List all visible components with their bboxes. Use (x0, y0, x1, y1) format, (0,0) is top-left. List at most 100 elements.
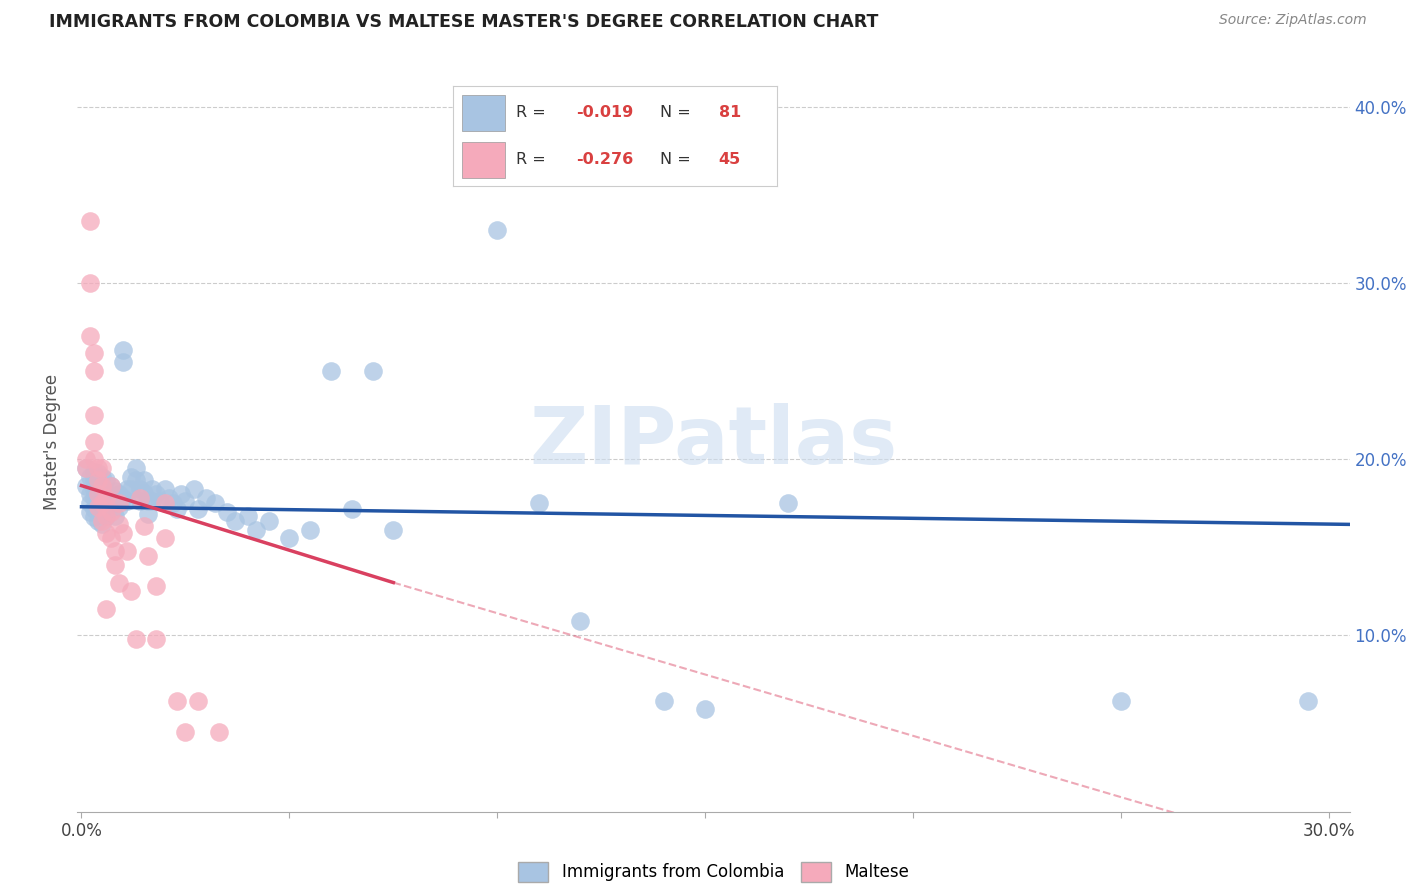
Point (115, 494, 138, 508)
Point (120, 584, 142, 599)
Point (91, 482, 114, 496)
Point (87, 501, 110, 516)
Point (153, 496, 176, 510)
Point (108, 575, 131, 590)
Point (100, 478, 122, 492)
Point (91, 505, 114, 519)
Point (100, 491, 122, 505)
Point (108, 500, 131, 514)
Point (112, 491, 135, 505)
Point (382, 523, 405, 537)
Point (115, 482, 138, 496)
Point (83, 510, 105, 524)
Point (96, 508, 118, 523)
Point (128, 482, 150, 496)
Point (141, 494, 163, 508)
Point (141, 482, 163, 496)
Point (569, 615, 592, 629)
Point (75, 478, 97, 492)
Point (91, 470, 114, 484)
Point (132, 519, 155, 533)
Point (108, 496, 131, 510)
Point (96, 491, 118, 505)
Point (778, 496, 800, 510)
Point (96, 485, 118, 500)
Point (1109, 694, 1132, 708)
Point (299, 523, 322, 537)
Point (91, 496, 114, 510)
Point (83, 346, 105, 360)
Point (128, 491, 150, 505)
Point (100, 478, 122, 492)
Text: ZIPatlas: ZIPatlas (530, 402, 897, 481)
Point (112, 526, 135, 541)
Point (79, 505, 101, 519)
Point (124, 473, 146, 487)
Point (96, 526, 118, 541)
Point (83, 364, 105, 378)
Point (91, 517, 114, 532)
Point (361, 364, 384, 378)
Point (91, 478, 114, 492)
Point (136, 494, 159, 508)
Point (124, 632, 146, 646)
Point (278, 532, 301, 546)
Point (104, 558, 127, 572)
Point (87, 473, 110, 487)
Point (115, 544, 138, 558)
Point (79, 276, 101, 290)
Point (527, 496, 550, 510)
Point (120, 482, 142, 496)
Point (91, 461, 114, 475)
Point (83, 452, 105, 467)
Point (695, 702, 717, 716)
Point (83, 501, 105, 516)
Point (187, 501, 209, 516)
Point (236, 508, 259, 523)
Point (79, 328, 101, 343)
Point (145, 579, 167, 593)
Point (112, 355, 135, 369)
Point (124, 461, 146, 475)
Point (174, 725, 197, 739)
Point (100, 532, 122, 546)
Point (136, 507, 159, 521)
Point (79, 496, 101, 510)
Point (145, 632, 167, 646)
Point (108, 487, 131, 501)
Point (319, 364, 342, 378)
Y-axis label: Master's Degree: Master's Degree (44, 374, 62, 509)
Point (87, 478, 110, 492)
Point (157, 491, 180, 505)
Point (87, 467, 110, 481)
Point (195, 491, 218, 505)
Point (162, 496, 184, 510)
Point (340, 501, 363, 516)
Point (87, 491, 110, 505)
Point (120, 470, 142, 484)
Point (104, 483, 127, 498)
Point (79, 470, 101, 484)
Point (166, 501, 188, 516)
Point (1296, 694, 1319, 708)
Point (79, 214, 101, 228)
Point (83, 465, 105, 479)
Point (112, 343, 135, 357)
Point (87, 461, 110, 475)
Legend: Immigrants from Colombia, Maltese: Immigrants from Colombia, Maltese (512, 855, 915, 888)
Point (166, 694, 188, 708)
Point (83, 482, 105, 496)
Point (132, 485, 155, 500)
Point (83, 434, 105, 449)
Point (75, 452, 97, 467)
Point (257, 514, 280, 528)
Point (79, 487, 101, 501)
Point (245, 523, 267, 537)
Point (91, 494, 114, 508)
Point (83, 408, 105, 422)
Point (208, 725, 231, 739)
Point (75, 461, 97, 475)
Point (224, 514, 246, 528)
Point (108, 517, 131, 532)
Point (96, 473, 118, 487)
